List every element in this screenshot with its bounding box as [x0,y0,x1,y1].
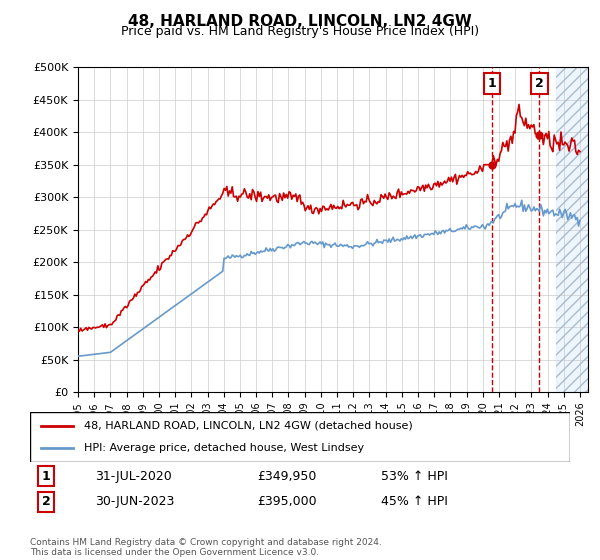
Text: £349,950: £349,950 [257,470,316,483]
Text: 31-JUL-2020: 31-JUL-2020 [95,470,172,483]
Bar [556,67,588,392]
Text: 53% ↑ HPI: 53% ↑ HPI [381,470,448,483]
Text: 45% ↑ HPI: 45% ↑ HPI [381,496,448,508]
Bar [556,67,588,392]
FancyBboxPatch shape [30,412,570,462]
Text: £395,000: £395,000 [257,496,316,508]
Text: 48, HARLAND ROAD, LINCOLN, LN2 4GW (detached house): 48, HARLAND ROAD, LINCOLN, LN2 4GW (deta… [84,421,413,431]
Text: HPI: Average price, detached house, West Lindsey: HPI: Average price, detached house, West… [84,443,364,453]
Text: 30-JUN-2023: 30-JUN-2023 [95,496,174,508]
Text: 2: 2 [42,496,50,508]
Text: 48, HARLAND ROAD, LINCOLN, LN2 4GW: 48, HARLAND ROAD, LINCOLN, LN2 4GW [128,14,472,29]
Text: Price paid vs. HM Land Registry's House Price Index (HPI): Price paid vs. HM Land Registry's House … [121,25,479,38]
Text: 1: 1 [42,470,50,483]
Text: 2: 2 [535,77,544,90]
Text: 1: 1 [488,77,497,90]
Text: Contains HM Land Registry data © Crown copyright and database right 2024.
This d: Contains HM Land Registry data © Crown c… [30,538,382,557]
